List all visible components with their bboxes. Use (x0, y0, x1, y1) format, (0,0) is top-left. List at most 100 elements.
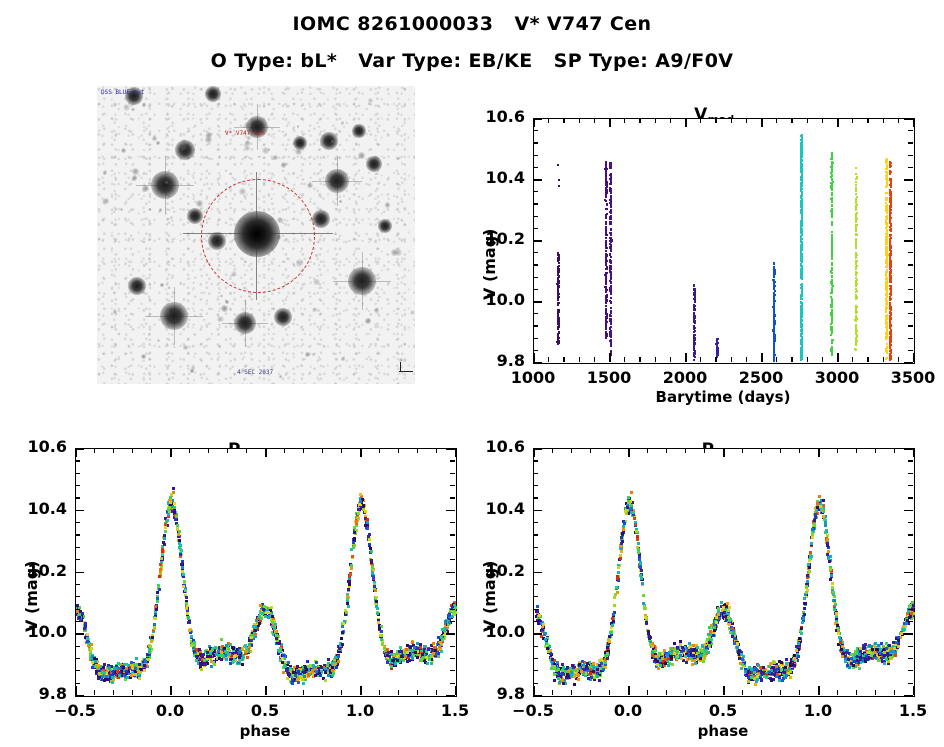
data-point (831, 186, 834, 188)
data-point (605, 336, 608, 339)
data-point (410, 657, 414, 661)
y-major-tick (533, 301, 542, 303)
data-point (855, 279, 858, 282)
data-point (225, 657, 229, 661)
data-point (432, 651, 436, 655)
x-minor-tick (791, 118, 793, 123)
data-point (159, 557, 163, 561)
data-point (557, 279, 560, 282)
data-point (610, 293, 613, 296)
data-point (609, 215, 612, 218)
data-point (889, 284, 892, 287)
data-point (855, 282, 858, 285)
data-point (831, 330, 834, 333)
data-point (885, 174, 888, 177)
data-point (238, 650, 242, 654)
data-point (604, 323, 607, 326)
data-point (246, 655, 250, 659)
data-point (331, 669, 335, 673)
faint-field-star (311, 353, 315, 356)
y-minor-tick (450, 497, 455, 499)
faint-field-star (121, 147, 127, 153)
data-point (800, 214, 803, 217)
data-point (609, 275, 612, 278)
data-point (357, 511, 361, 515)
data-point (693, 306, 696, 309)
data-point (155, 590, 159, 594)
data-point (379, 630, 383, 634)
data-point (772, 322, 775, 325)
data-point (772, 274, 775, 277)
faint-field-star (156, 140, 161, 145)
data-point (855, 239, 858, 242)
y-minor-tick (450, 485, 455, 487)
y-minor-tick (533, 288, 538, 290)
data-point (557, 264, 560, 267)
diffraction-spike-horizontal (135, 185, 195, 186)
data-point (800, 195, 803, 198)
y-minor-tick (75, 645, 80, 647)
data-point (800, 338, 803, 341)
data-point (854, 192, 857, 195)
data-point (609, 162, 612, 165)
data-point (178, 541, 182, 545)
data-point (609, 240, 612, 243)
data-point (831, 267, 834, 270)
x-major-tick (837, 118, 839, 127)
data-point (232, 647, 236, 651)
data-point (800, 345, 803, 347)
data-point (334, 666, 338, 670)
x-minor-tick (593, 118, 595, 123)
data-point (557, 340, 560, 343)
data-point (376, 611, 380, 615)
data-point (830, 276, 833, 279)
data-point (800, 159, 803, 162)
field-star (205, 86, 221, 102)
data-point (605, 250, 608, 253)
y-minor-tick (450, 670, 455, 672)
data-point (605, 232, 608, 235)
faint-field-star (158, 208, 162, 212)
x-minor-tick (867, 357, 869, 362)
data-point (889, 225, 892, 228)
data-point (605, 208, 608, 211)
faint-field-star (273, 155, 278, 161)
timeseries-y-axis-label: V (mag) (480, 228, 499, 301)
data-point (146, 653, 150, 657)
y-minor-tick (908, 215, 913, 217)
y-minor-tick (908, 130, 913, 132)
data-point (854, 173, 857, 176)
x-minor-tick (852, 357, 854, 362)
data-point (97, 664, 101, 668)
data-point (773, 308, 776, 311)
data-point (609, 248, 612, 251)
x-major-tick (609, 353, 611, 362)
data-point (163, 533, 167, 537)
y-minor-tick (908, 203, 913, 205)
data-point (557, 326, 560, 329)
data-point (245, 650, 249, 654)
data-point (250, 639, 254, 643)
data-point (556, 266, 559, 269)
data-point (147, 650, 151, 654)
data-point (349, 567, 353, 571)
data-point (854, 273, 857, 276)
x-minor-tick (715, 357, 717, 362)
faint-field-star (113, 309, 118, 314)
data-point (341, 630, 345, 634)
data-point (179, 552, 183, 556)
data-point (204, 663, 208, 667)
data-point (557, 334, 560, 337)
data-point (609, 354, 612, 357)
data-point (889, 234, 892, 237)
y-minor-tick (75, 596, 80, 598)
data-point (889, 277, 892, 280)
y-minor-tick (908, 337, 913, 339)
data-point (800, 238, 803, 241)
data-point (772, 342, 775, 345)
data-point (693, 335, 696, 338)
data-point (885, 185, 888, 188)
data-point (800, 205, 803, 208)
data-point (610, 232, 613, 235)
data-point (609, 253, 612, 256)
